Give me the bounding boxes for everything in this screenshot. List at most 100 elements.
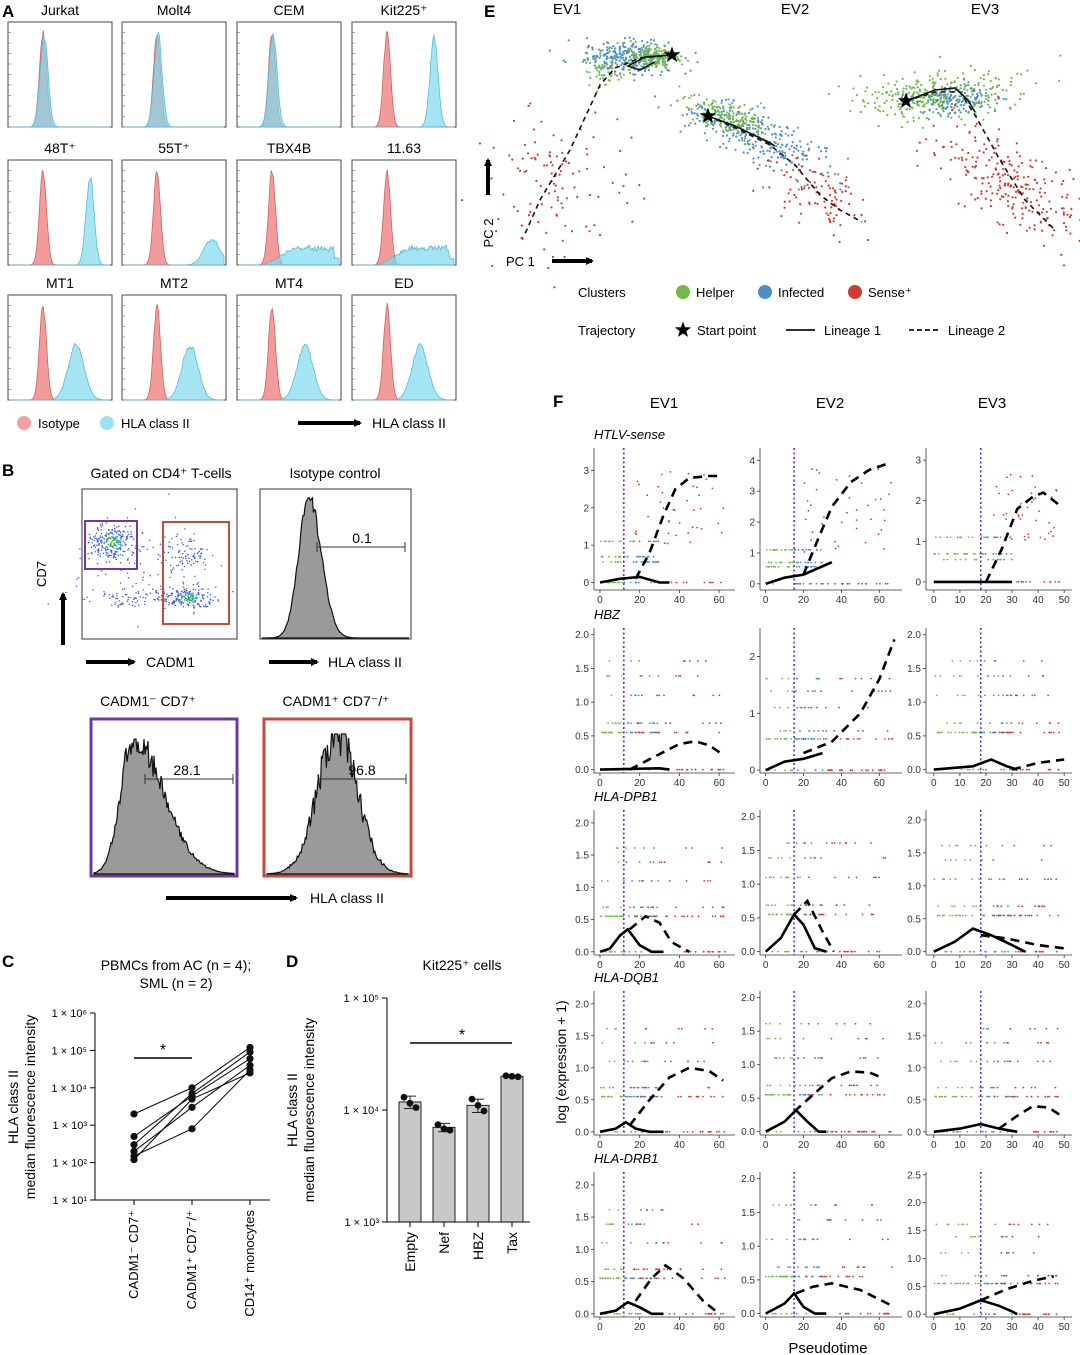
cell-point	[1038, 510, 1040, 512]
cell-point	[814, 1130, 816, 1133]
event-dot	[199, 557, 201, 560]
panel-letter-d: D	[286, 952, 298, 971]
cell-point	[1043, 581, 1046, 583]
event-dot	[132, 551, 134, 554]
cell-point	[778, 706, 781, 709]
cell-point	[818, 677, 821, 680]
cell-point	[613, 581, 616, 584]
cell-dot	[646, 49, 649, 52]
cell-dot	[637, 50, 640, 53]
cell-dot	[983, 100, 986, 103]
event-dot	[121, 602, 124, 604]
cell-point	[648, 1086, 650, 1089]
cell-dot	[587, 45, 590, 48]
cell-point	[711, 487, 714, 490]
event-dot	[75, 585, 78, 587]
cell-dot	[551, 255, 555, 259]
cell-point	[811, 1093, 814, 1096]
cell-point	[949, 536, 952, 539]
cell-point	[807, 565, 810, 568]
cell-point	[867, 504, 869, 507]
event-dot	[194, 589, 197, 591]
cell-dot	[1000, 195, 1003, 198]
cell-dot	[748, 148, 751, 151]
cell-dot	[913, 71, 916, 74]
event-dot	[181, 601, 184, 603]
cell-dot	[598, 48, 601, 51]
cell-dot	[647, 59, 650, 62]
cell-point	[772, 549, 774, 551]
cell-point	[646, 1242, 649, 1244]
cell-point	[987, 1027, 990, 1030]
event-dot	[156, 591, 158, 594]
replicate-point	[474, 1101, 482, 1109]
event-dot	[94, 546, 97, 548]
panel-letter-f: F	[553, 392, 563, 411]
cell-point	[1033, 694, 1036, 697]
cell-point	[767, 738, 770, 740]
lineage-1-line	[905, 87, 976, 113]
cell-dot	[982, 177, 985, 180]
cell-point	[1009, 768, 1011, 771]
cell-dot	[589, 61, 592, 65]
cell-dot	[667, 41, 670, 44]
cell-point	[1054, 581, 1057, 583]
cell-dot	[750, 117, 753, 120]
cell-dot	[640, 46, 643, 49]
cell-dot	[460, 199, 464, 202]
cell-point	[1000, 768, 1002, 771]
cell-point	[630, 694, 632, 697]
event-dot	[126, 517, 129, 519]
event-dot	[171, 556, 173, 559]
cell-dot	[663, 44, 666, 47]
cell-dot	[971, 100, 974, 103]
cell-point	[617, 1209, 620, 1211]
cell-dot	[642, 43, 645, 47]
cell-point	[823, 516, 825, 519]
cell-point	[835, 1130, 838, 1133]
x-tick-label: 20	[634, 960, 646, 971]
cell-dot	[685, 106, 689, 109]
lineage-1-trend	[599, 927, 664, 954]
cell-point	[644, 1027, 647, 1030]
cell-point	[1035, 519, 1038, 522]
cell-dot	[734, 148, 737, 151]
event-dot	[109, 597, 111, 599]
lineage-2-trend	[628, 914, 690, 953]
panel-a: Jurkat Molt4 CEM Kit225⁺48T⁺ 55T⁺ TBX4B 11.63M…	[7, 2, 457, 401]
cell-point	[1045, 1027, 1048, 1030]
cell-dot	[775, 145, 778, 148]
cell-dot	[550, 161, 553, 164]
cell-point	[713, 1095, 716, 1098]
cell-dot	[905, 108, 908, 111]
cell-dot	[1028, 226, 1031, 229]
cell-dot	[705, 98, 708, 101]
cell-point	[641, 1086, 643, 1089]
cell-dot	[982, 78, 986, 81]
cell-dot	[787, 192, 790, 195]
cell-dot	[963, 82, 966, 86]
event-dot	[107, 543, 110, 546]
x-tick-label: 50	[1059, 1140, 1071, 1151]
cell-point	[1009, 731, 1012, 734]
cell-point	[826, 1130, 829, 1133]
cell-dot	[632, 55, 635, 58]
sample-label: ED	[394, 275, 413, 291]
cell-dot	[1069, 214, 1072, 217]
event-dot	[192, 583, 195, 586]
cell-point	[626, 1095, 629, 1098]
cell-point	[720, 581, 722, 584]
cell-point	[1006, 1041, 1008, 1044]
cell-dot	[918, 88, 921, 91]
cell-point	[640, 915, 642, 918]
cell-dot	[681, 114, 684, 117]
cell-point	[787, 1093, 789, 1096]
cell-dot	[564, 60, 567, 64]
cell-dot	[738, 105, 741, 108]
event-dot	[97, 529, 99, 531]
cell-point	[953, 1060, 956, 1063]
cell-point	[809, 857, 812, 859]
cell-dot	[834, 191, 837, 194]
cell-dot	[1006, 174, 1010, 177]
cell-point	[668, 520, 671, 522]
